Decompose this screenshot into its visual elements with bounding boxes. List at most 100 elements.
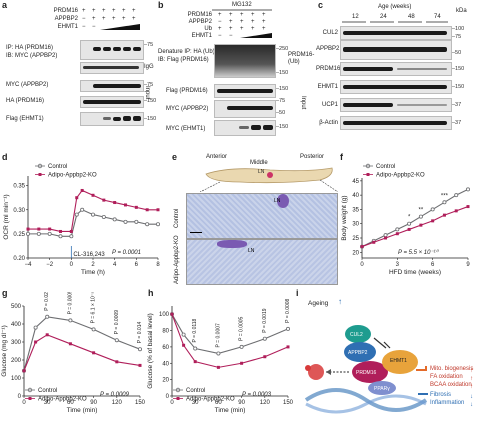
x-tick-label: 0 — [70, 262, 74, 268]
p-value-annotation: P = 0.0007 — [215, 323, 221, 347]
legend-label-ko: Adipo-Appbp2-KO — [376, 173, 425, 179]
data-point-control — [80, 207, 85, 212]
e-ln-ko: LN — [248, 248, 255, 254]
x-tick-label: 4 — [113, 262, 117, 268]
b-row-ub: Ub — [204, 26, 212, 32]
p-value-annotation: P = 0.0005 — [67, 292, 73, 314]
c-label-ucp1: UCP1 — [321, 102, 338, 108]
b-mw-3: –150 — [276, 86, 289, 92]
y-tick-label: 0 — [166, 394, 170, 400]
a-row-prdm16: PRDM16 — [53, 8, 78, 14]
data-point-control — [91, 327, 96, 332]
data-point-ko — [360, 245, 364, 249]
b-sign: + — [251, 19, 255, 25]
significance-stars: * — [408, 215, 411, 221]
data-point-ko — [134, 205, 138, 209]
c-label-actin: β-Actin — [319, 120, 338, 126]
data-point-ko — [34, 340, 38, 344]
c-mw: –150 — [452, 66, 465, 72]
data-point-ko — [263, 355, 267, 359]
y-tick-label: 0 — [18, 394, 22, 400]
a-blot-label-ha: HA (PRDM16) — [6, 98, 45, 104]
b-sign: + — [229, 12, 233, 18]
c-age-12: 12 — [352, 14, 359, 20]
b-side-label: PRDM16-(Ub) — [288, 52, 315, 65]
series-line-ko — [361, 206, 469, 248]
i-up-arrow-icon: ↑ — [470, 376, 473, 382]
x-tick-label: 0 — [22, 400, 26, 406]
x-tick-label: 3 — [396, 262, 400, 268]
data-point-control — [25, 231, 30, 236]
i-out-mito: Mito. biogenesis — [430, 366, 474, 372]
a-mw-3: –150 — [144, 98, 157, 104]
c-mw: –150 — [452, 84, 465, 90]
i-node-appbp2: APPBP2 — [348, 350, 368, 356]
data-point-control — [74, 212, 79, 217]
y-tick-label: 0.25 — [13, 232, 25, 238]
data-point-control — [216, 351, 221, 356]
i-out-fa: FA oxidation — [430, 374, 463, 380]
b-sign: + — [240, 19, 244, 25]
legend-label-ko: Adipo-Appbp2-KO — [38, 397, 87, 403]
data-point-ko — [442, 213, 446, 217]
b-header: MG132 — [232, 2, 252, 8]
a-blot-label-ip: IP: HA (PRDM16) IB: MYC (APPBP2) — [6, 45, 58, 59]
b-mw-4: –75 — [276, 98, 286, 104]
data-point-ko — [80, 188, 84, 192]
e-label-anterior: Anterior — [206, 154, 228, 160]
y-tick-label: 25 — [352, 236, 359, 242]
data-point-control — [418, 214, 423, 219]
a-mw-1: –75 — [144, 42, 154, 48]
data-point-ko — [115, 360, 119, 364]
p-value-annotation: P = 0.0009 — [114, 310, 120, 334]
data-point-control — [137, 347, 142, 352]
b-sign: + — [218, 12, 222, 18]
panel-f-label: f — [340, 152, 343, 162]
b-blot-myc-ehmt1 — [214, 120, 276, 136]
b-row-prdm16: PRDM16 — [187, 12, 212, 18]
a-sign: + — [112, 16, 116, 22]
e-ln-control: LN — [274, 198, 281, 204]
a-sign: + — [92, 16, 96, 22]
data-point-control — [112, 217, 117, 222]
data-point-control — [145, 222, 150, 227]
data-point-ko — [91, 193, 95, 197]
data-point-control — [262, 336, 267, 341]
i-ageing-arrow-icon: ↑ — [338, 297, 342, 306]
p-value: P = 0.0003 — [242, 392, 272, 398]
chart-h-svg: 0 30 60 90 120 150 0 20 40 60 80 100 Time (min) Gluco… — [147, 298, 294, 414]
a-blot-ip — [80, 40, 144, 60]
legend-label-control: Control — [48, 164, 67, 170]
data-point-control — [134, 219, 139, 224]
data-point-ko — [59, 229, 62, 233]
b-blot-flag — [214, 84, 276, 98]
p-value-annotation: P = 0.0005 — [239, 316, 245, 340]
panel-b-label: b — [158, 0, 164, 10]
c-label-ehmt1: EHMT1 — [317, 84, 338, 90]
b-blot-label-myc-appbp2: MYC (APPBP2) — [166, 106, 209, 112]
y-tick-label: 100 — [159, 312, 170, 318]
data-point-ko — [384, 236, 388, 240]
b-blot-label-ip: Denature IP: HA (Ub) IB: Flag (PRDM16) — [158, 49, 215, 63]
b-blot-myc-appbp2 — [214, 100, 276, 118]
chart-d-svg: −4 −2 0 2 4 6 8 0.20 0.25 0.30 0.35 Time (h) OCR (ml… — [3, 163, 160, 276]
a-sign: + — [112, 8, 116, 14]
c-blot-ucp1 — [340, 98, 452, 112]
c-mw: –50 — [452, 50, 462, 56]
p-value-annotation: P = 0.014 — [137, 322, 143, 344]
data-point-ko — [92, 351, 96, 355]
y-axis-label: Glucose (mg dl⁻¹) — [1, 325, 8, 376]
data-point-control — [239, 344, 244, 349]
panel-c-label: c — [318, 0, 324, 10]
x-tick-label: 0 — [360, 262, 364, 268]
a-blot-label-myc: MYC (APPBP2) — [6, 82, 49, 88]
i-node-cul2: CUL2 — [350, 332, 363, 338]
y-tick-label: 60 — [162, 345, 169, 351]
y-tick-label: 0.20 — [13, 256, 25, 262]
data-point-control — [193, 346, 198, 351]
c-age-lines — [342, 21, 448, 23]
a-sign: + — [122, 8, 126, 14]
legend-label-ko: Adipo-Appbp2-KO — [186, 397, 235, 403]
a-sign: + — [132, 16, 136, 22]
c-title: Age (weeks) — [378, 4, 412, 10]
